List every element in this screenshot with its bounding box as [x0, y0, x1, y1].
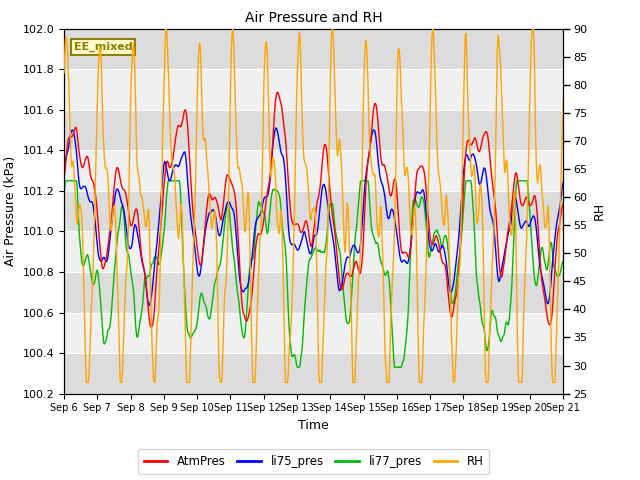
- Bar: [64, 110, 563, 150]
- Y-axis label: Air Pressure (kPa): Air Pressure (kPa): [4, 156, 17, 266]
- Title: Air Pressure and RH: Air Pressure and RH: [244, 11, 383, 25]
- Bar: [64, 69, 563, 110]
- Bar: [64, 353, 563, 394]
- Legend: AtmPres, li75_pres, li77_pres, RH: AtmPres, li75_pres, li77_pres, RH: [138, 449, 490, 474]
- Bar: [64, 29, 563, 69]
- X-axis label: Time: Time: [298, 419, 329, 432]
- Text: EE_mixed: EE_mixed: [74, 42, 132, 52]
- Bar: [64, 191, 563, 231]
- Bar: [64, 272, 563, 312]
- Y-axis label: RH: RH: [593, 202, 605, 220]
- Bar: [64, 231, 563, 272]
- Bar: [64, 150, 563, 191]
- Bar: [64, 312, 563, 353]
